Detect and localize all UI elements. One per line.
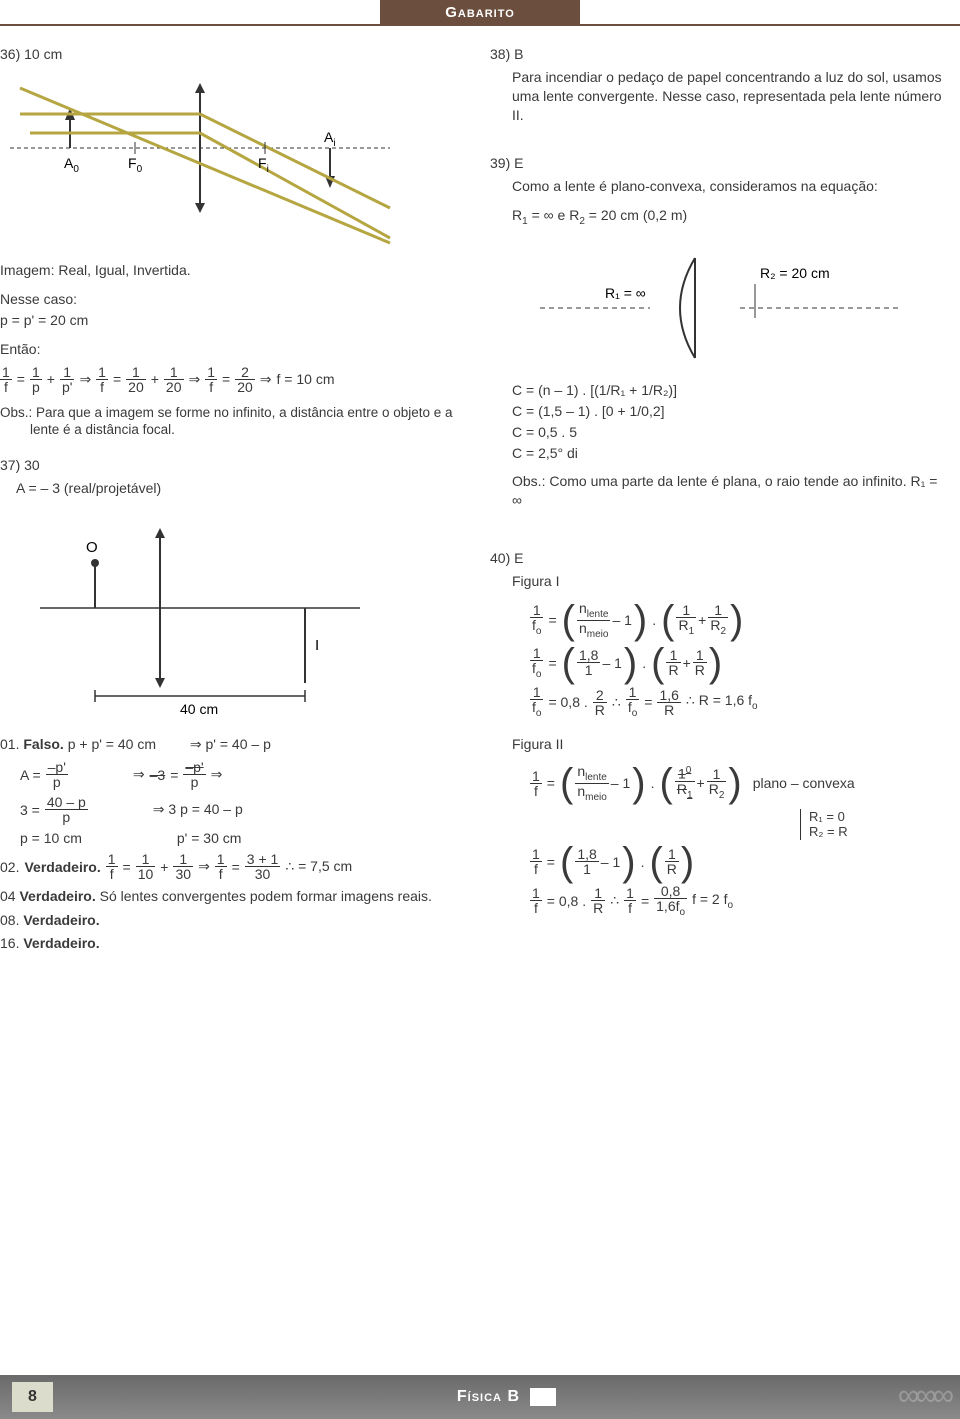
label-Ai: Ai: [324, 129, 336, 149]
q39-line1: Como a lente é plano-convexa, consideram…: [490, 177, 950, 196]
q37-item08: 08. Verdadeiro.: [0, 911, 460, 931]
page-footer: 8 Física B ∞∞∞: [0, 1375, 960, 1419]
content-columns: 36) 10 cm A0: [0, 26, 960, 958]
q37-item01: 01. Falso. p + p' = 40 cm ⇒ p' = 40 – p: [0, 735, 460, 755]
q37-item02: 02. Verdadeiro. 1f = 110 + 130 ⇒ 1f = 3 …: [0, 852, 460, 881]
q38-text: Para incendiar o pedaço de papel concent…: [490, 68, 950, 125]
header-tab: Gabarito: [380, 0, 580, 25]
q37-p-results: p = 10 cm p' = 30 cm: [0, 830, 460, 846]
q37-O-label: O: [86, 539, 98, 556]
footer-dna-deco: ∞∞∞: [898, 1379, 950, 1413]
q37-item16: 16. Verdadeiro.: [0, 934, 460, 954]
q37-number: 37) 30: [0, 457, 460, 473]
q40-fig2-eq2: 1f = ( 1,81 – 1 ) . ( 1R ): [490, 846, 950, 878]
q36-line1: Imagem: Real, Igual, Invertida.: [0, 261, 460, 280]
q36-line4: Então:: [0, 340, 460, 359]
q37-I-label: I: [315, 637, 319, 654]
q40-fig2: Figura II: [490, 735, 950, 754]
q40-brace: R₁ = 0 R₂ = R: [800, 809, 880, 840]
q40-fig1-eq3: 1fo = 0,8 . 2R ∴ 1fo = 1,6R ∴ R = 1,6 fo: [490, 685, 950, 719]
q39-C1: C = (n – 1) . [(1/R₁ + 1/R₂)]: [490, 381, 950, 400]
q37-lens-diagram: O I 40 cm: [0, 518, 400, 718]
left-column: 36) 10 cm A0: [0, 46, 475, 958]
q39-obs: Obs.: Como uma parte da lente é plana, o…: [490, 472, 950, 510]
q40-fig2-eq3: 1f = 0,8 . 1R ∴ 1f = 0,81,6fo f = 2 fo: [490, 884, 950, 918]
q37-A-eq: A = –p'p ⇒ –3= –p'p ⇒: [0, 760, 460, 789]
q36-number: 36) 10 cm: [0, 46, 460, 62]
q39-R1-label: R₁ = ∞: [605, 285, 646, 301]
q36-obs: Obs.: Para que a imagem se forme no infi…: [0, 404, 460, 439]
q40-fig2-eq1: 1f = ( nlentenmeio – 1 ) . ( 10R1 + 1R2 …: [490, 764, 950, 803]
q36-line3: p = p' = 20 cm: [0, 311, 460, 330]
q40-fig1: Figura I: [490, 572, 950, 591]
q36-ray-diagram: A0 F0 Fi Ai: [0, 78, 400, 248]
q39-number: 39) E: [490, 155, 950, 171]
q36-equation: 1f = 1p + 1p' ⇒ 1f = 120 + 120 ⇒ 1f = 22…: [0, 365, 460, 394]
q37-item04: 04 Verdadeiro. Só lentes convergentes po…: [0, 887, 460, 907]
right-column: 38) B Para incendiar o pedaço de papel c…: [475, 46, 950, 958]
q38-number: 38) B: [490, 46, 950, 62]
footer-flag-icon: [530, 1388, 556, 1406]
q40-fig1-eq1: 1fo = ( nlentenmeio – 1 ) . ( 1R1 + 1R2 …: [490, 601, 950, 640]
q39-lens-diagram: R₁ = ∞ R₂ = 20 cm: [530, 248, 910, 368]
q37-40cm-label: 40 cm: [180, 701, 218, 717]
label-F0: F0: [128, 155, 143, 175]
label-A0: A0: [64, 155, 79, 175]
footer-subject: Física B: [457, 1388, 556, 1406]
q37-3eq: 3 = 40 – pp ⇒ 3 p = 40 – p: [0, 795, 460, 824]
q36-line2: Nesse caso:: [0, 290, 460, 309]
q37-A: A = – 3 (real/projetável): [0, 479, 460, 498]
q39-C3: C = 0,5 . 5: [490, 423, 950, 442]
q40-number: 40) E: [490, 550, 950, 566]
q39-C4: C = 2,5° di: [490, 444, 950, 463]
q40-fig1-eq2: 1fo = ( 1,81 – 1 ) . ( 1R + 1R ): [490, 646, 950, 680]
q39-R2-label: R₂ = 20 cm: [760, 265, 830, 281]
q39-C2: C = (1,5 – 1) . [0 + 1/0,2]: [490, 402, 950, 421]
q39-line2: R1 = ∞ e R2 = 20 cm (0,2 m): [490, 206, 950, 228]
page-number: 8: [12, 1382, 53, 1412]
label-Fi: Fi: [258, 155, 269, 175]
